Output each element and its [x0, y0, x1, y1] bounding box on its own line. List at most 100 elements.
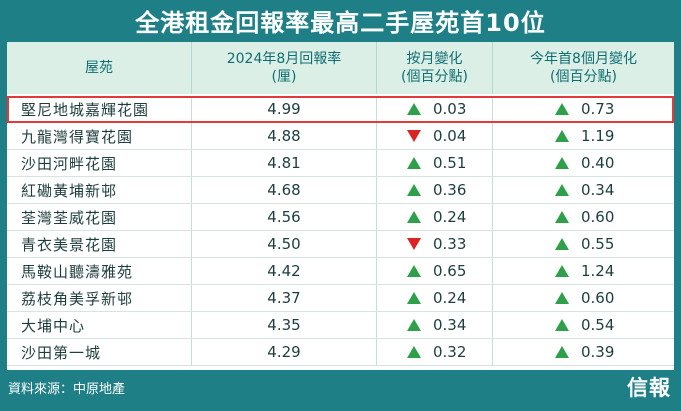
header-estate: 屋苑 — [7, 42, 192, 94]
table-row: 沙田第一城 4.29 0.32 0.39 — [7, 339, 674, 366]
estate-name: 沙田第一城 — [7, 339, 192, 365]
table-row: 大埔中心 4.35 0.34 0.54 — [7, 312, 674, 339]
ytd-value: 0.39 — [581, 343, 615, 361]
ytd-change: 0.55 — [493, 231, 674, 257]
yield-value: 4.42 — [192, 258, 377, 284]
yield-value: 4.81 — [192, 150, 377, 176]
mom-value: 0.34 — [433, 316, 467, 334]
up-triangle-icon — [555, 130, 569, 142]
up-triangle-icon — [555, 346, 569, 358]
ytd-change: 0.54 — [493, 312, 674, 338]
up-triangle-icon — [407, 319, 421, 331]
ytd-value: 1.24 — [581, 262, 615, 280]
mom-value: 0.65 — [433, 262, 467, 280]
up-triangle-icon — [555, 292, 569, 304]
table-row: 堅尼地城嘉輝花園 4.99 0.03 0.73 — [7, 96, 674, 123]
ytd-change: 0.39 — [493, 339, 674, 365]
mom-change: 0.51 — [377, 150, 493, 176]
mom-change: 0.03 — [377, 96, 493, 122]
table-row: 沙田河畔花園 4.81 0.51 0.40 — [7, 150, 674, 177]
yield-value: 4.56 — [192, 204, 377, 230]
ytd-value: 0.40 — [581, 154, 615, 172]
mom-change: 0.24 — [377, 285, 493, 311]
mom-value: 0.33 — [433, 235, 467, 253]
up-triangle-icon — [555, 265, 569, 277]
estate-name: 馬鞍山聽濤雅苑 — [7, 258, 192, 284]
yield-value: 4.37 — [192, 285, 377, 311]
header-ytd: 今年首8個月變化 (個百分點) — [493, 42, 674, 94]
header-yield-line2: (厘) — [271, 69, 297, 85]
table-row: 紅磡黃埔新邨 4.68 0.36 0.34 — [7, 177, 674, 204]
mom-value: 0.51 — [433, 154, 467, 172]
ytd-change: 0.60 — [493, 285, 674, 311]
up-triangle-icon — [407, 346, 421, 358]
up-triangle-icon — [555, 184, 569, 196]
estate-name: 大埔中心 — [7, 312, 192, 338]
ytd-change: 0.73 — [493, 96, 674, 122]
yield-value: 4.99 — [192, 96, 377, 122]
table-row: 九龍灣得寶花園 4.88 0.04 1.19 — [7, 123, 674, 150]
up-triangle-icon — [407, 157, 421, 169]
table-row: 青衣美景花園 4.50 0.33 0.55 — [7, 231, 674, 258]
estate-name: 紅磡黃埔新邨 — [7, 177, 192, 203]
up-triangle-icon — [555, 238, 569, 250]
up-triangle-icon — [407, 184, 421, 196]
ytd-change: 0.40 — [493, 150, 674, 176]
yield-value: 4.50 — [192, 231, 377, 257]
header-mom-line2: (個百分點) — [401, 69, 468, 85]
header-estate-label: 屋苑 — [85, 60, 113, 76]
mom-value: 0.04 — [433, 127, 467, 145]
mom-value: 0.24 — [433, 208, 467, 226]
ytd-value: 1.19 — [581, 127, 615, 145]
estate-name: 青衣美景花園 — [7, 231, 192, 257]
publisher-logo: 信報 — [627, 375, 671, 400]
mom-change: 0.36 — [377, 177, 493, 203]
table-header: 屋苑 2024年8月回報率 (厘) 按月變化 (個百分點) 今年首8個月變化 (… — [7, 42, 674, 94]
mom-change: 0.34 — [377, 312, 493, 338]
estate-name: 荃灣荃威花園 — [7, 204, 192, 230]
yield-value: 4.68 — [192, 177, 377, 203]
ytd-value: 0.60 — [581, 208, 615, 226]
mom-change: 0.33 — [377, 231, 493, 257]
yield-value: 4.35 — [192, 312, 377, 338]
estate-name: 沙田河畔花園 — [7, 150, 192, 176]
table-row: 荃灣荃威花園 4.56 0.24 0.60 — [7, 204, 674, 231]
mom-change: 0.04 — [377, 123, 493, 149]
down-triangle-icon — [407, 238, 421, 250]
mom-change: 0.32 — [377, 339, 493, 365]
yield-value: 4.88 — [192, 123, 377, 149]
yield-value: 4.29 — [192, 339, 377, 365]
up-triangle-icon — [407, 103, 421, 115]
up-triangle-icon — [555, 211, 569, 223]
ytd-change: 1.24 — [493, 258, 674, 284]
mom-change: 0.65 — [377, 258, 493, 284]
estate-name: 荔枝角美孚新邨 — [7, 285, 192, 311]
header-ytd-line2: (個百分點) — [550, 69, 617, 85]
table-body: 堅尼地城嘉輝花園 4.99 0.03 0.73 九龍灣得寶花園 4.88 0.0… — [7, 96, 674, 366]
mom-change: 0.24 — [377, 204, 493, 230]
up-triangle-icon — [555, 319, 569, 331]
ytd-value: 0.55 — [581, 235, 615, 253]
mom-value: 0.24 — [433, 289, 467, 307]
data-table: 屋苑 2024年8月回報率 (厘) 按月變化 (個百分點) 今年首8個月變化 (… — [7, 42, 674, 370]
ytd-change: 0.34 — [493, 177, 674, 203]
up-triangle-icon — [407, 211, 421, 223]
ytd-value: 0.73 — [581, 100, 615, 118]
ytd-change: 0.60 — [493, 204, 674, 230]
up-triangle-icon — [555, 157, 569, 169]
page-title: 全港租金回報率最高二手屋苑首10位 — [135, 9, 546, 37]
header-ytd-line1: 今年首8個月變化 — [530, 51, 637, 67]
estate-name: 堅尼地城嘉輝花園 — [7, 96, 192, 122]
header-mom: 按月變化 (個百分點) — [377, 42, 493, 94]
ytd-value: 0.60 — [581, 289, 615, 307]
table-row: 馬鞍山聽濤雅苑 4.42 0.65 1.24 — [7, 258, 674, 285]
header-yield: 2024年8月回報率 (厘) — [192, 42, 377, 94]
header-mom-line1: 按月變化 — [406, 51, 463, 67]
estate-name: 九龍灣得寶花園 — [7, 123, 192, 149]
ytd-value: 0.54 — [581, 316, 615, 334]
up-triangle-icon — [555, 103, 569, 115]
mom-value: 0.36 — [433, 181, 467, 199]
header-yield-line1: 2024年8月回報率 — [226, 51, 342, 67]
table-row: 荔枝角美孚新邨 4.37 0.24 0.60 — [7, 285, 674, 312]
